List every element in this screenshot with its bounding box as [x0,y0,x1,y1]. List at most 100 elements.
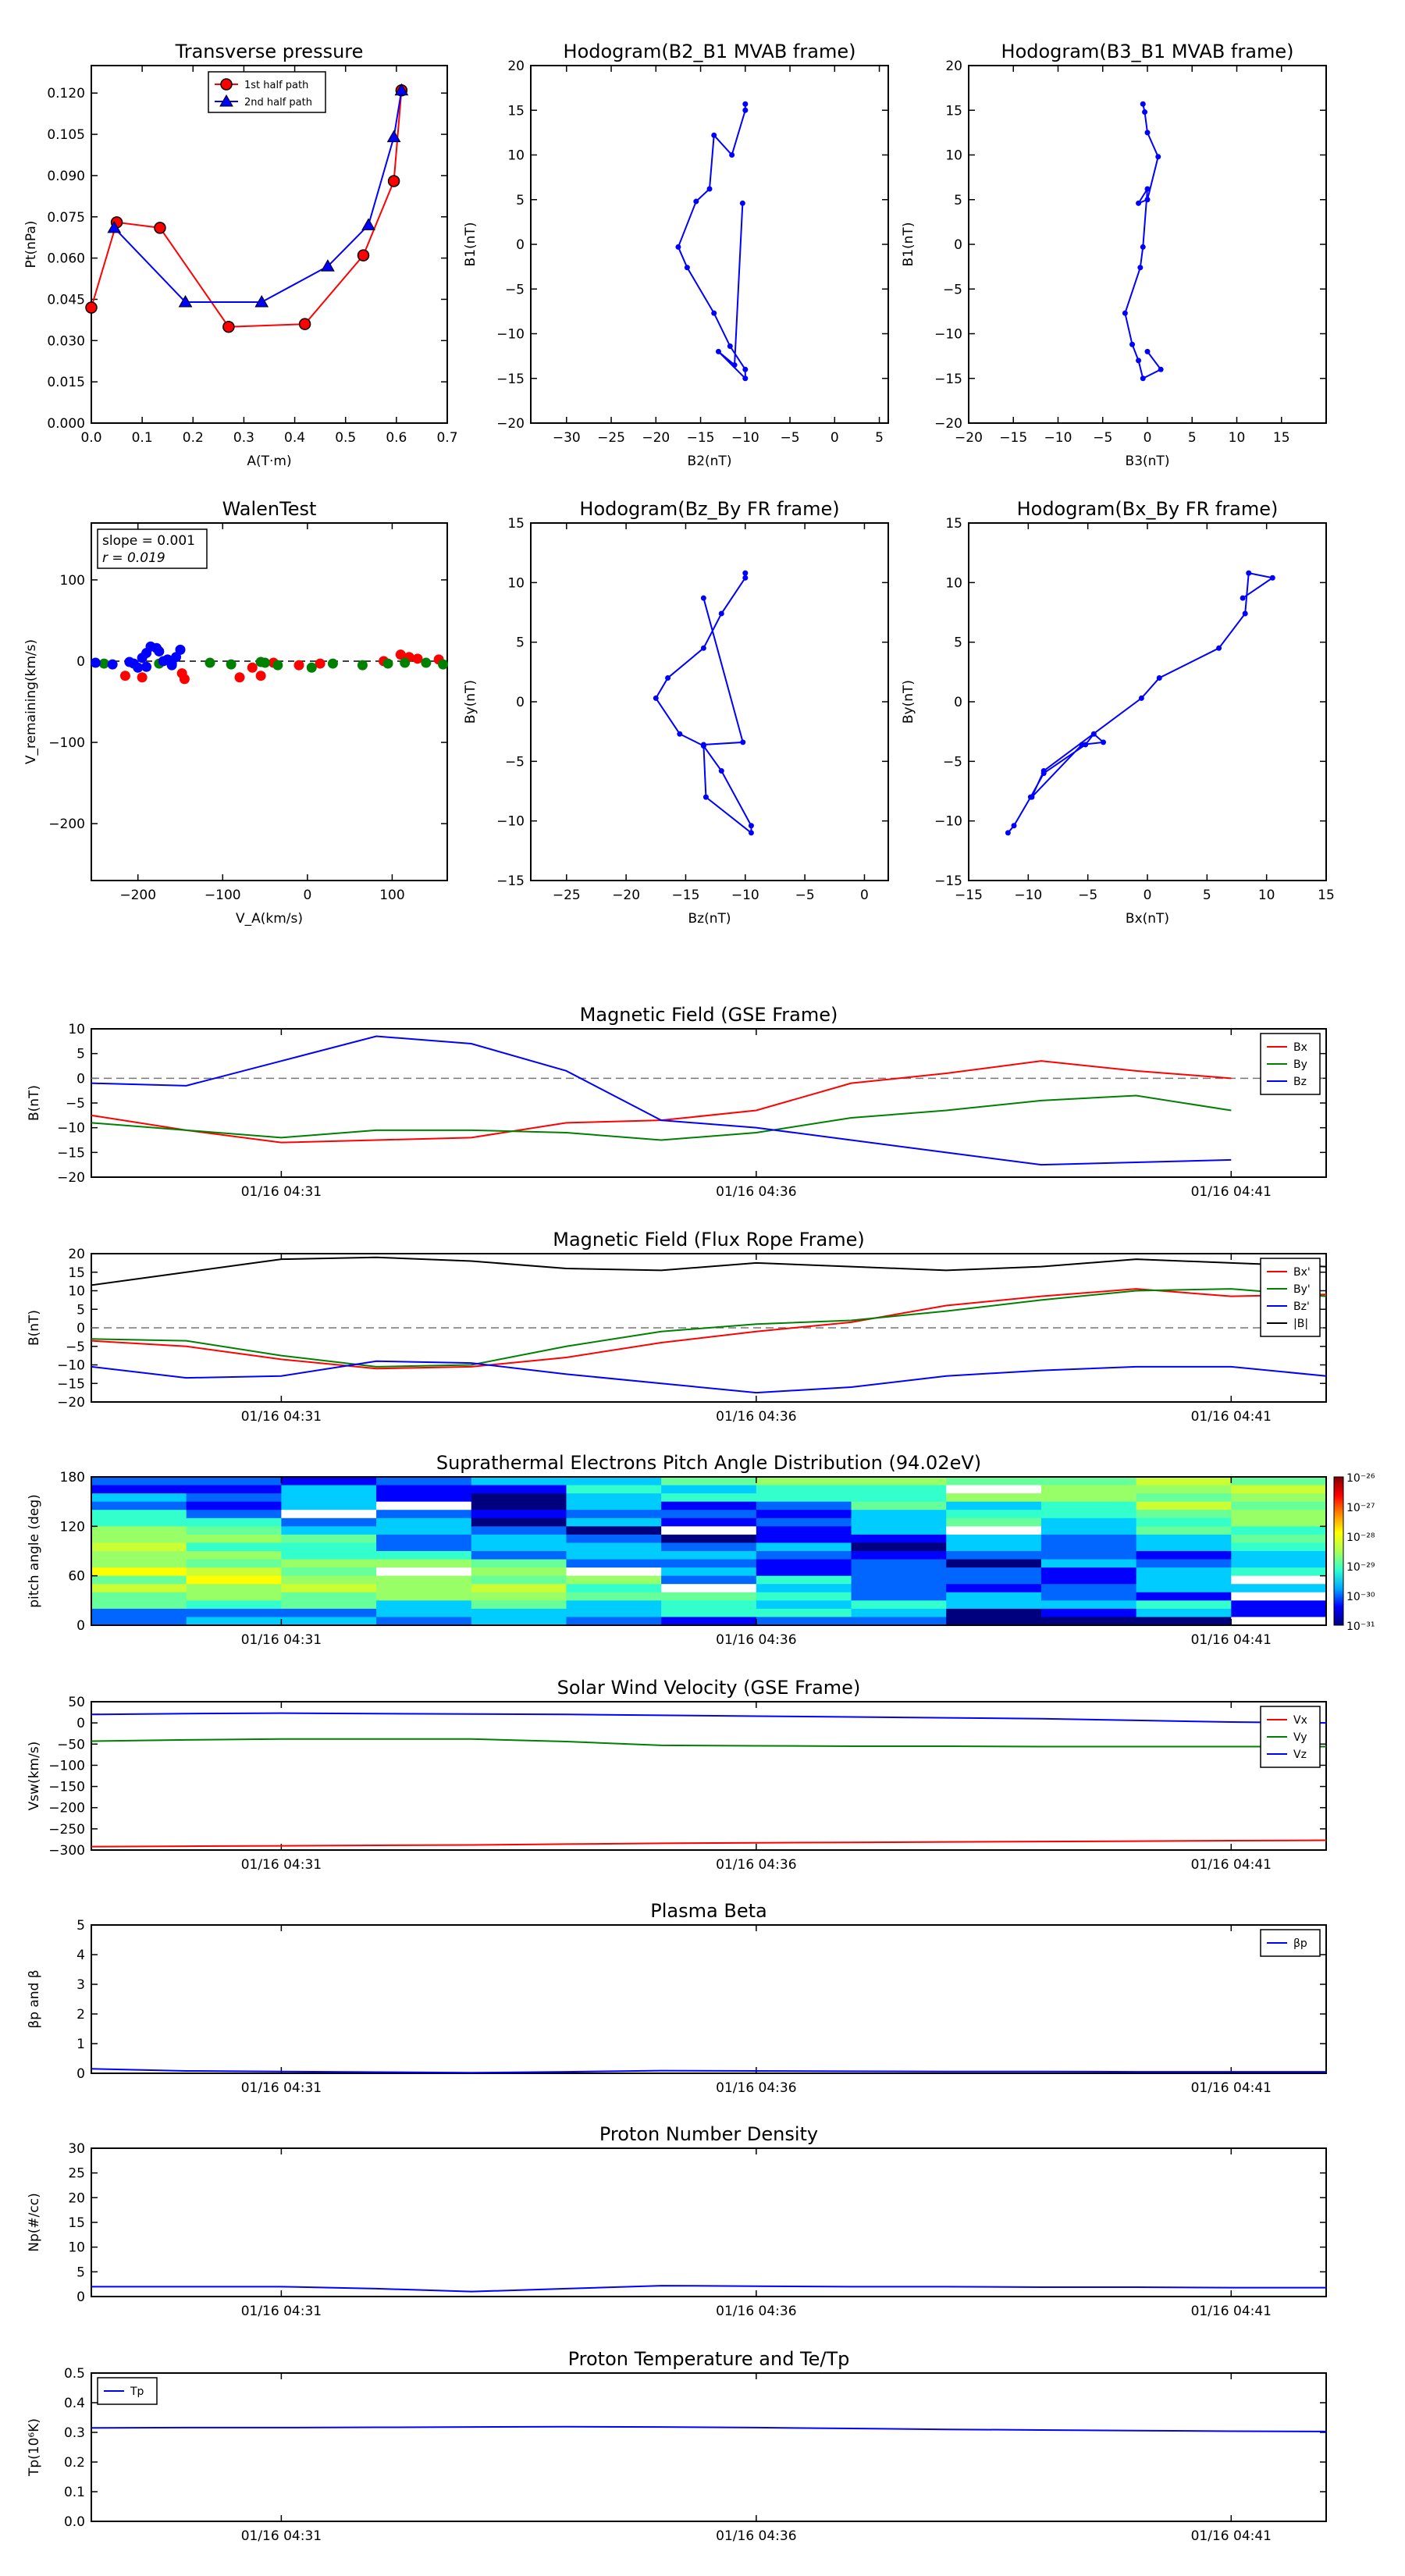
pad-cell [946,1510,1042,1519]
pad-cell [1040,1567,1137,1577]
pad-cell [91,1510,187,1519]
hzy-plot-frame [530,522,889,881]
hxy-chart: Hodogram(Bx_By FR frame) −15 −10 −5 0 5 10 15 −1… [901,498,1335,927]
hxy-point [1029,794,1035,800]
bfr-ytick-label: 15 [68,1265,85,1281]
tp-ytick-label: 0.090 [47,169,85,184]
pad-cell [1231,1551,1327,1560]
pad-cell [1136,1542,1232,1552]
pad-cell [91,1477,187,1486]
walen-point [400,657,411,668]
bfr-ytick-label: −5 [66,1340,85,1355]
h21-point [739,200,745,206]
bfr-ytick-label: 5 [76,1302,85,1318]
pad-cell [661,1551,757,1560]
pad-cell [661,1600,757,1610]
tp-point [220,78,233,91]
pad-cell [851,1477,947,1486]
tp-ytick-label: 0.075 [47,210,85,226]
pad-cell [1231,1575,1327,1585]
tp-xtick-label: 0.6 [386,430,407,446]
bfr-xtick-label: 01/16 04:41 [1191,1409,1272,1425]
pad-cell [566,1526,662,1535]
tp2-plot-frame [91,2372,1327,2522]
pad-cell [1136,1510,1232,1519]
pad-cell [566,1567,662,1577]
np-ytick-label: 20 [68,2190,85,2206]
hzy-point [677,731,683,737]
tp-xlabel: A(T·m) [247,454,291,469]
pad-cell [186,1517,282,1527]
walen-point [137,672,148,683]
pad-cell [376,1608,472,1618]
walen-xtick-label: −100 [205,888,241,903]
bgse-ytick-label: 0 [76,1071,85,1087]
walen-point [226,659,237,670]
pad-cell [1040,1559,1137,1568]
hzy-ytick-label: 15 [507,516,525,532]
walen-point [158,656,169,667]
h21-point [675,244,681,250]
pad-cell [661,1510,757,1519]
bfr-legend-label: By' [1293,1283,1311,1296]
h21-chart: Hodogram(B2_B1 MVAB frame) −30 −25 −20 −15 −1… [463,41,889,469]
pad-colorbar-label: 10⁻³¹ [1346,1621,1375,1633]
tp2-xtick-label: 01/16 04:36 [716,2528,796,2544]
tp2-xtick-label: 01/16 04:41 [1191,2528,1272,2544]
pad-cell [566,1493,662,1503]
pad-cell [1040,1493,1137,1503]
pad-cell [376,1559,472,1568]
h31-point [1142,109,1148,116]
h21-xlabel: B2(nT) [688,454,732,469]
hxy-ytick-label: −5 [943,754,962,770]
pad-cell [566,1551,662,1560]
hzy-xtick-label: −20 [612,888,640,903]
h31-point [1137,265,1144,271]
np-ytick-label: 10 [68,2240,85,2256]
hzy-point [718,610,724,617]
vsw-ytick-label: −250 [48,1822,85,1838]
bgse-xtick-label: 01/16 04:36 [716,1184,796,1200]
pad-cell [851,1617,947,1626]
bgse-plot-frame [91,1028,1327,1178]
pad-cell [756,1526,852,1535]
pad-cell [566,1542,662,1552]
pad-cell [566,1477,662,1486]
h21-point [731,362,738,368]
tp-point [361,218,375,230]
h31-point [1144,130,1151,136]
hzy-xtick-label: 0 [860,888,869,903]
pad-cell [1136,1592,1232,1601]
pad-ytick-label: 60 [68,1569,85,1585]
vsw-xtick-label: 01/16 04:41 [1191,1857,1272,1873]
hzy-point [748,830,754,836]
np-ytick-label: 0 [76,2290,85,2305]
h21-point [742,366,749,372]
walen-ytick-label: −200 [48,817,85,832]
pad-cell [851,1485,947,1494]
vsw-ytick-label: −200 [48,1801,85,1816]
walen-point [315,658,325,669]
hxy-point [1269,575,1275,581]
walen-ytick-label: −100 [48,735,85,751]
pad-cell [756,1534,852,1544]
hxy-xtick-label: −15 [955,888,983,903]
tp-point [321,259,335,272]
walen-xtick-label: −200 [119,888,156,903]
np-ytick-label: 15 [68,2215,85,2231]
pad-cell [566,1584,662,1593]
pad-cell [851,1551,947,1560]
beta-ytick-label: 1 [76,2037,85,2052]
pad-cell [376,1575,472,1585]
hxy-xtick-label: 15 [1318,888,1335,903]
walen-point [272,660,283,671]
pad-cell [186,1510,282,1519]
pad-cell [946,1517,1042,1527]
tp-ytick-label: 0.030 [47,333,85,349]
np-chart: Proton Number Density 01/16 04:31 01/16 04… [27,2123,1327,2319]
pad-cell [1231,1517,1327,1527]
bfr-ytick-label: −20 [57,1395,85,1411]
h31-ytick-label: 0 [954,237,962,253]
hxy-xtick-label: 0 [1144,888,1152,903]
pad-cell [1040,1526,1137,1535]
